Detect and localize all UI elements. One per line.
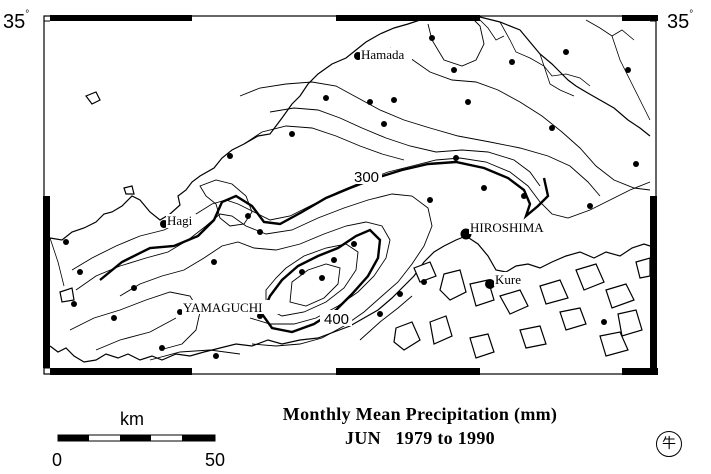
scale-bar-end: 50 <box>205 450 226 470</box>
islands <box>59 91 651 359</box>
map-title: Monthly Mean Precipitation (mm) <box>282 404 558 424</box>
contour-label-400: 400 <box>324 311 349 328</box>
city-marker-hiroshima <box>460 228 472 240</box>
scale-bar-unit: km <box>120 409 144 429</box>
city-marker-kure <box>485 279 495 289</box>
scale-bar-start: 0 <box>52 450 63 470</box>
place-label-hiroshima: HIROSHIMA <box>470 220 544 235</box>
place-label-yamaguchi: YAMAGUCHI <box>183 300 262 315</box>
coastline-north <box>49 15 651 241</box>
place-label-kure: Kure <box>495 272 521 287</box>
map-subtitle-period: JUN 1979 to 1990 <box>345 428 495 448</box>
admin-boundaries <box>49 15 651 287</box>
contour-label-300: 300 <box>354 169 379 186</box>
contour-labels: 300 400 <box>320 168 382 328</box>
frame-border-bars <box>43 15 658 375</box>
stamp-mark: 牛 <box>656 431 682 457</box>
station-dots <box>63 35 639 359</box>
latitude-label-right: 35° <box>667 9 694 33</box>
place-label-hagi: Hagi <box>167 213 193 228</box>
frame-corner-ticks <box>44 20 656 369</box>
city-labels: Hamada Hagi HIROSHIMA Kure YAMAGUCHI <box>166 47 561 315</box>
latitude-label-left: 35° <box>3 9 30 33</box>
scale-bar <box>57 434 216 442</box>
coastline-south <box>49 235 651 363</box>
bold-contours <box>99 160 550 334</box>
place-label-hamada: Hamada <box>361 47 405 62</box>
